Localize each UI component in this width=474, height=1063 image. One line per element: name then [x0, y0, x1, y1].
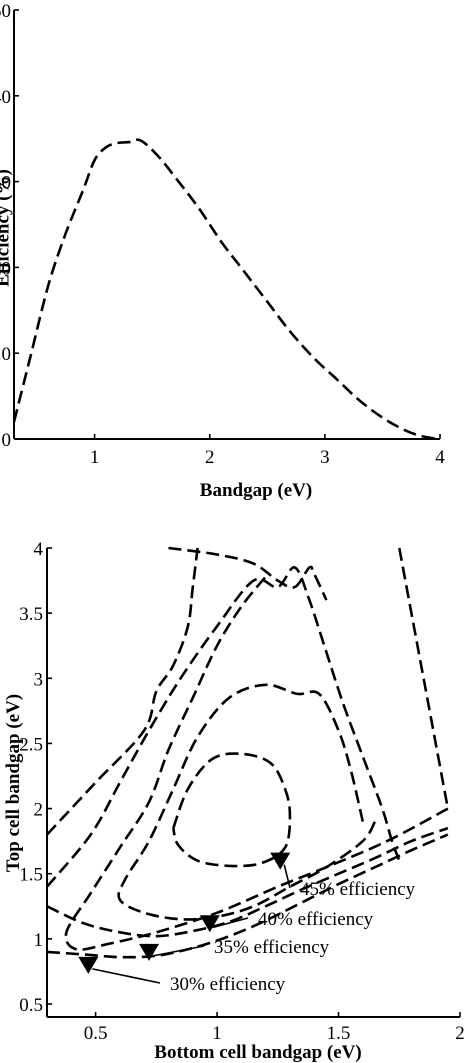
- top-chart: 123401020304050 Bandgap (eV) Efficiency …: [0, 1, 445, 501]
- bottom-x-tick-label: 1.5: [327, 1023, 351, 1044]
- top-x-tick-label: 4: [435, 447, 445, 468]
- annotation-label: 30% efficiency: [170, 974, 286, 995]
- bottom-y-tick-label: 4: [34, 539, 44, 560]
- annotation-label: 45% efficiency: [300, 879, 416, 900]
- annotation-label: 40% efficiency: [258, 909, 374, 930]
- annotation-leader: [152, 945, 205, 957]
- efficiency-marker: [199, 915, 220, 933]
- contour-annotations: 45% efficiency 40% efficiency 35% efficien…: [78, 852, 416, 995]
- efficiency-marker: [270, 852, 291, 870]
- contour-curves: [46, 546, 450, 959]
- contour-line: [46, 826, 449, 938]
- annotation-leader: [213, 917, 249, 928]
- top-y-tick-label: 50: [0, 1, 11, 22]
- annotation-label: 35% efficiency: [214, 937, 330, 958]
- bottom-y-tick-label: 1: [34, 930, 44, 951]
- top-y-tick-label: 10: [0, 344, 11, 365]
- top-y-axis-title: Efficiency (%): [0, 169, 13, 287]
- bottom-y-tick-label: 3: [34, 669, 44, 690]
- top-x-tick-label: 2: [205, 447, 215, 468]
- annotation-leader: [92, 968, 161, 984]
- bottom-y-tick-label: 2.5: [19, 734, 43, 755]
- bottom-y-tick-label: 3.5: [19, 604, 43, 625]
- contour-line: [46, 547, 199, 836]
- bottom-y-tick-label: 2: [34, 800, 44, 821]
- bottom-y-tick-label: 0.5: [19, 995, 43, 1016]
- top-x-axis-title: Bandgap (eV): [200, 480, 312, 501]
- bottom-x-tick-label: 1: [212, 1023, 222, 1044]
- bottom-x-tick-label: 2: [455, 1023, 465, 1044]
- top-y-tick-label: 30: [0, 173, 11, 194]
- bottom-chart: 0.5 1 1.5 20.511.522.533.54 45% efficiency4…: [3, 539, 465, 1063]
- contour-line: [46, 566, 401, 888]
- top-x-tick-label: 3: [320, 447, 330, 468]
- bottom-ticks: 0.5 1 1.5 2 0.5 1 1.5 2 2.5 3 3.5 4: [19, 539, 465, 1044]
- efficiency-marker: [78, 956, 99, 974]
- top-y-tick-label: 40: [0, 87, 11, 108]
- top-x-tick-label: 1: [90, 447, 100, 468]
- top-y-tick-label: 0: [2, 430, 12, 451]
- annotation-leader: [283, 864, 291, 889]
- bottom-x-axis-title: Bottom cell bandgap (eV): [154, 1042, 361, 1063]
- contour-line: [117, 683, 377, 921]
- top-y-tick-label: 20: [0, 258, 11, 279]
- contour-line: [64, 575, 449, 952]
- contour-line: [172, 752, 292, 868]
- contour-line: [46, 833, 449, 959]
- bottom-y-axis-title: Top cell bandgap (eV): [3, 694, 24, 872]
- contour-line: [398, 547, 450, 809]
- bottom-y-tick-label: 1.5: [19, 865, 43, 886]
- bottom-x-tick-label: 0.5: [84, 1023, 108, 1044]
- top-ticks: 123401020304050: [0, 1, 445, 468]
- efficiency-marker: [139, 943, 160, 961]
- efficiency-curve: [12, 138, 441, 441]
